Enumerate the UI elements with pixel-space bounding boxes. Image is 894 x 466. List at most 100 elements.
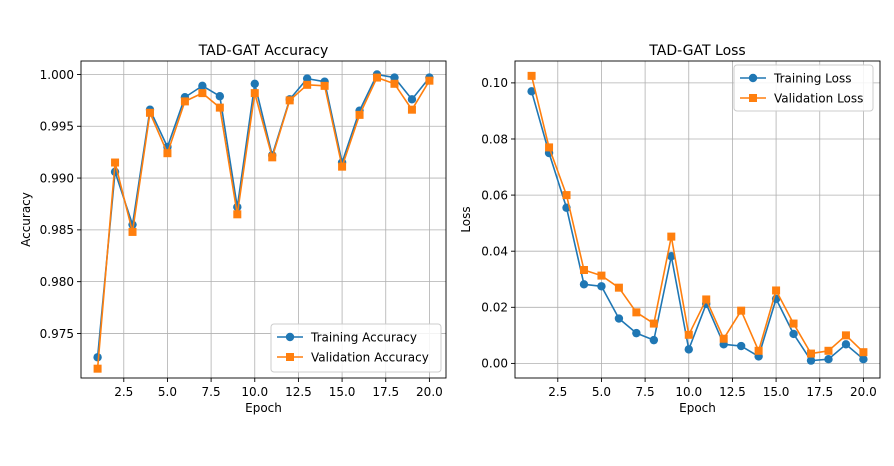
data-point-validation xyxy=(859,348,868,357)
x-tick-label: 2.5 xyxy=(548,385,567,399)
data-point-training xyxy=(250,79,259,88)
data-point-training xyxy=(684,345,693,354)
data-point-validation xyxy=(180,97,189,106)
data-point-validation xyxy=(145,108,154,117)
data-point-validation xyxy=(824,346,833,355)
data-point-training xyxy=(806,356,816,365)
x-tick-label: 12.5 xyxy=(719,385,746,399)
data-point-validation xyxy=(545,143,554,152)
data-point-validation xyxy=(233,210,242,219)
x-tick-label: 7.5 xyxy=(636,385,655,399)
x-tick-label: 10.0 xyxy=(241,385,268,399)
data-point-validation xyxy=(373,73,382,82)
y-axis-label: Loss xyxy=(459,206,473,232)
data-point-validation xyxy=(111,158,120,167)
data-point-training xyxy=(667,252,676,261)
data-point-validation xyxy=(579,265,588,274)
data-point-training xyxy=(824,355,833,364)
y-tick-label: 0.06 xyxy=(481,188,508,202)
accuracy-chart: 2.5 5.0 7.5 10.0 12.5 15.0 17.5 20.0 0.975 0.980 0… xyxy=(19,43,447,415)
data-point-validation xyxy=(719,334,728,343)
data-point-validation xyxy=(285,96,294,105)
y-tick-label: 0.975 xyxy=(40,327,74,341)
y-tick-label: 0.02 xyxy=(481,301,508,315)
x-tick-label: 12.5 xyxy=(285,385,312,399)
data-point-validation xyxy=(320,81,329,90)
data-point-validation xyxy=(841,331,850,340)
data-point-training xyxy=(859,355,868,364)
data-point-training xyxy=(789,329,798,339)
data-point-validation xyxy=(390,79,399,88)
data-point-training xyxy=(614,314,624,323)
data-point-training xyxy=(632,328,641,338)
data-point-validation xyxy=(649,319,658,328)
plot-frame xyxy=(514,60,881,379)
y-tick-label: 0.04 xyxy=(481,245,508,259)
data-point-validation xyxy=(128,227,137,236)
legend-marker-square xyxy=(286,353,294,361)
x-tick-label: 10.0 xyxy=(675,385,702,399)
legend-marker-circle xyxy=(748,73,758,83)
x-tick-label: 15.0 xyxy=(329,385,356,399)
data-point-validation xyxy=(268,153,277,162)
data-point-validation xyxy=(597,271,606,280)
data-point-validation xyxy=(303,80,312,89)
data-point-validation xyxy=(527,71,536,80)
data-point-validation xyxy=(355,110,364,119)
plot-frame xyxy=(80,60,447,379)
chart-title: TAD-GAT Accuracy xyxy=(198,43,329,59)
x-tick-label: 2.5 xyxy=(114,385,133,399)
x-axis-label: Epoch xyxy=(245,401,282,415)
data-point-training xyxy=(597,282,606,291)
x-tick-label: 17.5 xyxy=(372,385,399,399)
y-tick-label: 0.08 xyxy=(481,132,508,146)
data-point-training xyxy=(198,81,207,91)
legend-marker-circle xyxy=(285,332,295,342)
data-point-validation xyxy=(215,103,224,112)
x-tick-label: 15.0 xyxy=(763,385,790,399)
legend-marker-square xyxy=(749,94,757,102)
data-point-validation xyxy=(632,308,641,317)
data-point-validation xyxy=(163,149,172,158)
y-tick-label: 1.000 xyxy=(40,68,74,82)
chart-title: TAD-GAT Loss xyxy=(648,43,745,59)
data-point-validation xyxy=(250,89,259,98)
x-tick-label: 7.5 xyxy=(202,385,221,399)
data-point-validation xyxy=(425,76,434,85)
x-tick-label: 17.5 xyxy=(806,385,833,399)
data-point-validation xyxy=(614,283,623,292)
legend-box xyxy=(733,64,874,112)
data-point-validation xyxy=(754,346,763,355)
legend-box xyxy=(270,323,442,373)
data-point-validation xyxy=(562,191,571,200)
y-tick-label: 0.990 xyxy=(40,171,74,185)
legend-label: Validation Loss xyxy=(774,92,863,106)
data-point-validation xyxy=(772,286,781,295)
data-point-validation xyxy=(407,105,416,114)
data-point-training xyxy=(649,335,659,345)
y-axis-label: Accuracy xyxy=(19,192,33,247)
data-point-training xyxy=(407,95,417,104)
y-tick-label: 0.10 xyxy=(481,76,508,90)
legend-label: Validation Accuracy xyxy=(311,351,429,365)
data-point-training xyxy=(390,73,399,82)
data-point-training xyxy=(215,92,225,101)
data-point-validation xyxy=(702,295,711,304)
data-point-validation xyxy=(667,232,676,241)
data-point-validation xyxy=(93,364,102,373)
y-tick-label: 0.980 xyxy=(40,275,74,289)
data-point-validation xyxy=(338,162,347,171)
x-axis-label: Epoch xyxy=(679,401,716,415)
y-tick-label: 0.995 xyxy=(40,120,74,134)
data-point-training xyxy=(579,280,589,289)
y-tick-label: 0.00 xyxy=(481,357,508,371)
x-tick-label: 5.0 xyxy=(592,385,611,399)
data-point-validation xyxy=(737,306,746,315)
x-tick-label: 20.0 xyxy=(850,385,877,399)
x-tick-label: 20.0 xyxy=(416,385,443,399)
data-point-training xyxy=(841,340,851,349)
data-point-validation xyxy=(807,349,816,358)
data-point-training xyxy=(527,87,536,96)
data-point-validation xyxy=(789,319,798,328)
